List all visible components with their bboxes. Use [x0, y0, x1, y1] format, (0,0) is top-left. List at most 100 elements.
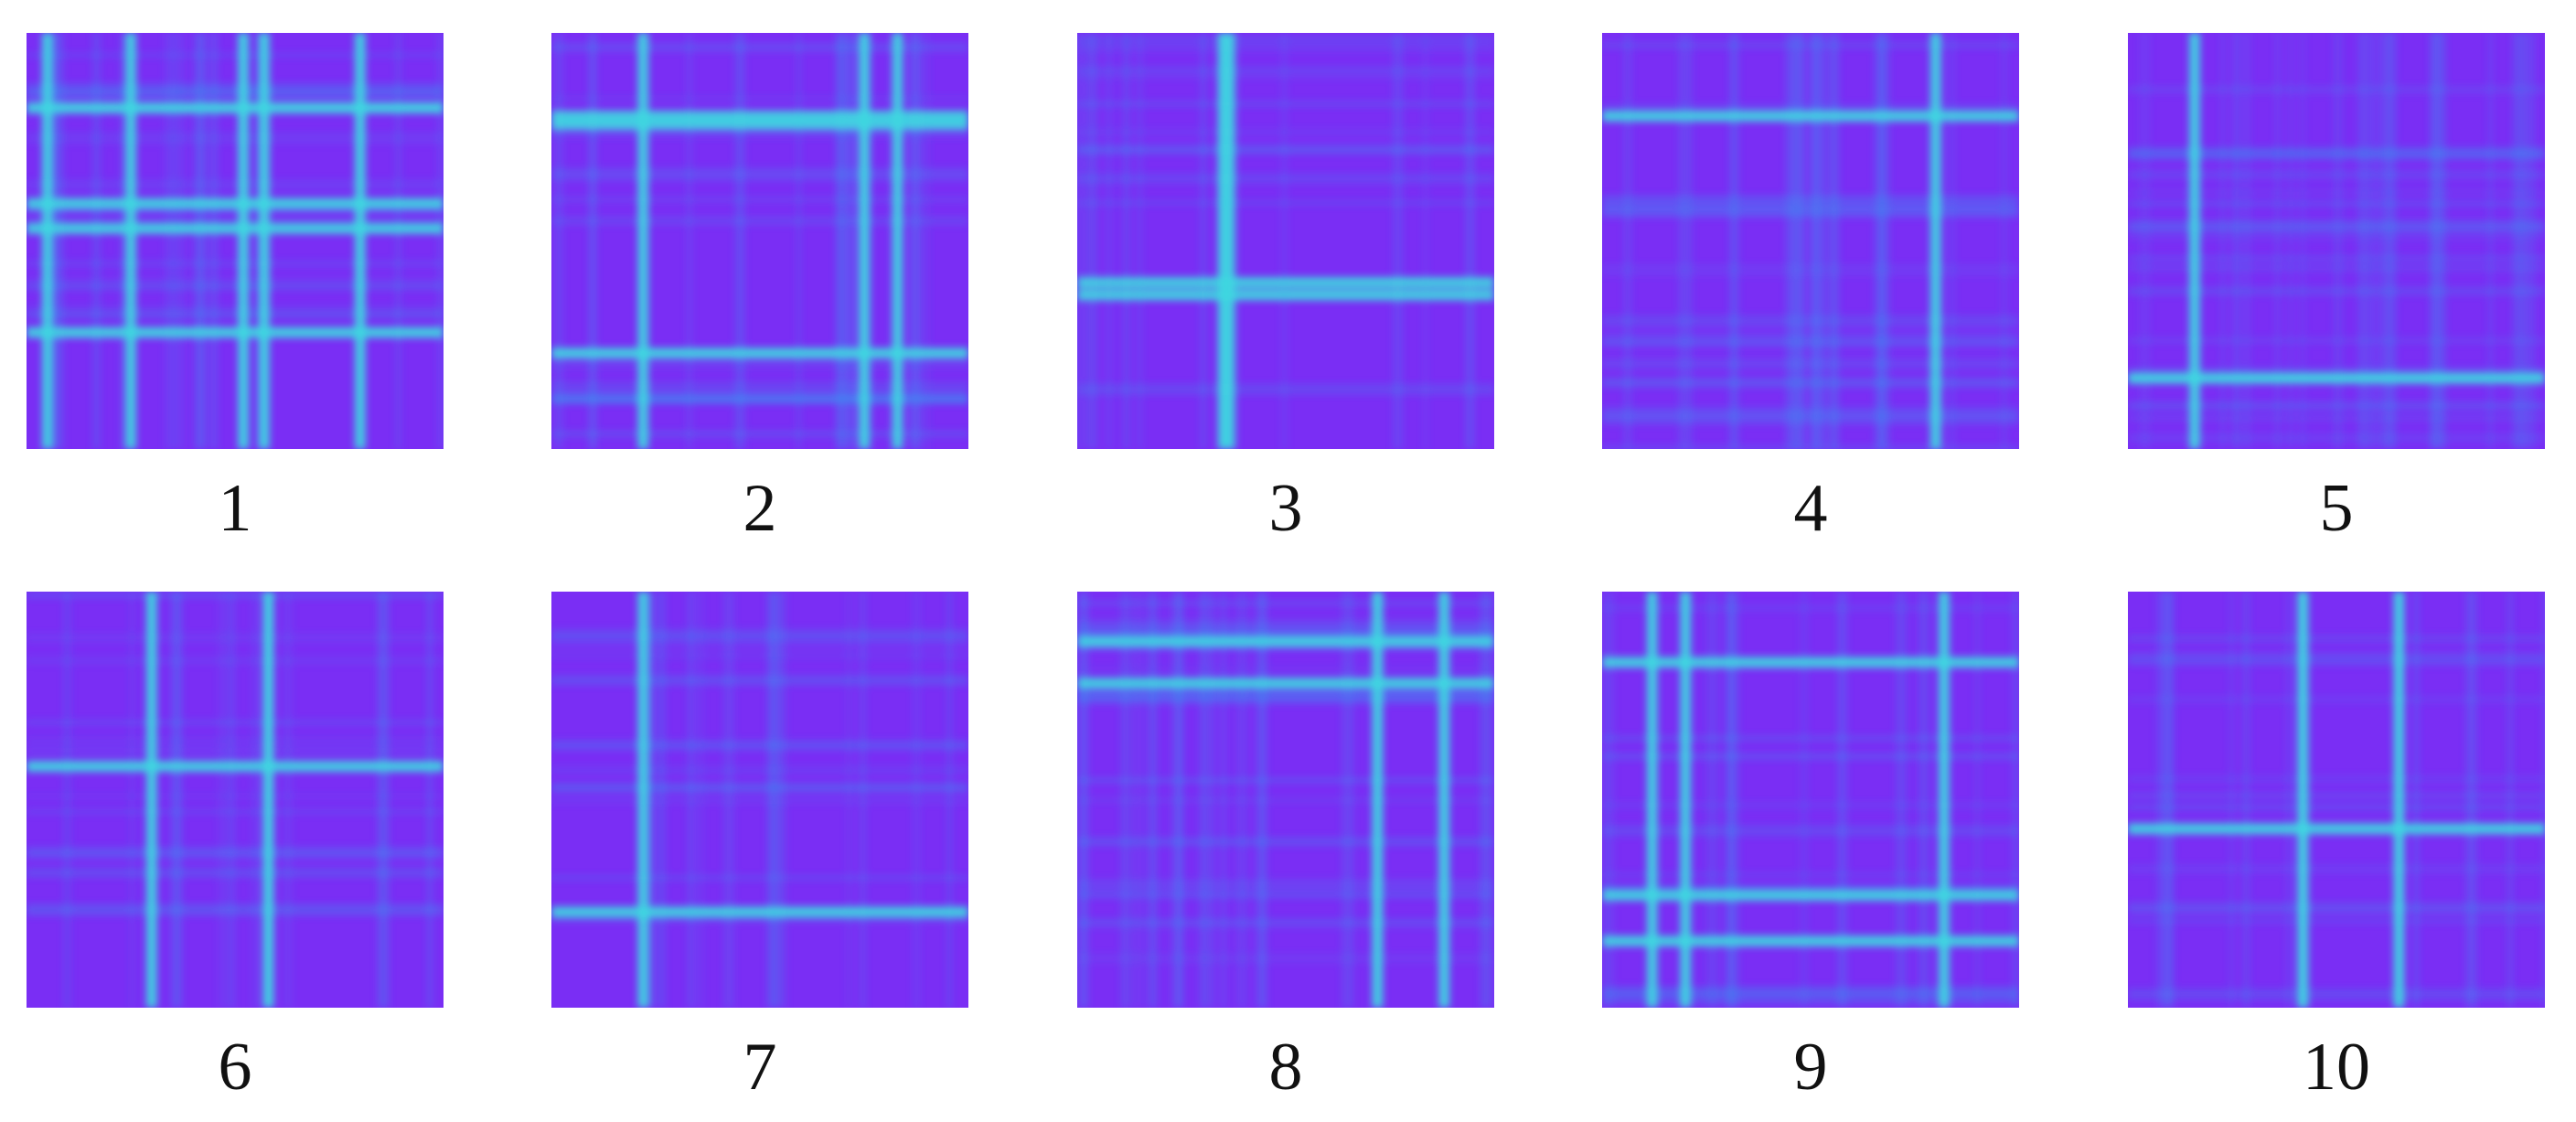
- panel-label: 5: [2320, 471, 2354, 546]
- faint-stripe: [733, 33, 743, 449]
- faint-stripe: [251, 592, 261, 1008]
- faint-stripe: [837, 33, 844, 449]
- faint-stripe: [1132, 592, 1144, 1008]
- faint-stripe: [1602, 994, 2019, 1006]
- faint-stripe: [1077, 200, 1494, 206]
- faint-stripe: [1948, 33, 1956, 449]
- faint-stripe: [1138, 33, 1142, 449]
- faint-stripe: [1423, 33, 1428, 449]
- faint-stripe: [1602, 825, 2019, 837]
- faint-stripe: [27, 89, 444, 100]
- faint-stripe: [1602, 194, 2019, 199]
- heatmap-panel: 4: [1602, 33, 2019, 546]
- faint-stripe: [551, 394, 968, 405]
- faint-stripe: [1785, 33, 1799, 449]
- panel-label: 6: [219, 1030, 252, 1105]
- faint-stripe: [551, 916, 968, 924]
- faint-stripe: [1602, 102, 2019, 113]
- faint-stripe: [2333, 33, 2343, 449]
- bright-stripe: [145, 592, 157, 1008]
- faint-stripe: [1465, 33, 1475, 449]
- faint-stripe: [1602, 358, 2019, 369]
- faint-stripe: [1822, 33, 1828, 449]
- faint-stripe: [211, 33, 218, 449]
- faint-stripe: [645, 592, 656, 1008]
- faint-stripe: [551, 675, 968, 686]
- bright-stripe: [27, 102, 444, 113]
- faint-stripe: [2128, 919, 2545, 924]
- faint-stripe: [2128, 775, 2545, 784]
- faint-stripe: [2155, 592, 2165, 1008]
- faint-stripe: [1122, 33, 1130, 449]
- faint-stripe: [1280, 33, 1288, 449]
- faint-stripe: [1077, 837, 1494, 847]
- faint-stripe: [551, 634, 968, 641]
- faint-stripe: [1077, 918, 1494, 923]
- faint-stripe: [2541, 592, 2545, 1008]
- bright-stripe: [1938, 592, 1950, 1008]
- faint-stripe: [1602, 604, 2019, 613]
- faint-stripe: [551, 740, 968, 751]
- faint-stripe: [2507, 592, 2514, 1008]
- faint-stripe: [27, 306, 444, 317]
- faint-stripe: [1077, 953, 1494, 964]
- faint-stripe: [2128, 988, 2545, 1000]
- faint-stripe: [1171, 592, 1181, 1008]
- bright-stripe: [2128, 823, 2545, 835]
- faint-stripe: [1077, 694, 1494, 705]
- faint-stripe: [1077, 45, 1494, 52]
- bright-stripe: [2128, 372, 2545, 384]
- faint-stripe: [2414, 592, 2420, 1008]
- faint-stripe: [1800, 592, 1809, 1008]
- faint-stripe: [551, 216, 968, 226]
- bright-stripe: [1077, 277, 1494, 288]
- faint-stripe: [1602, 735, 2019, 742]
- faint-stripe: [2244, 33, 2250, 449]
- faint-stripe: [27, 52, 444, 58]
- faint-stripe: [551, 652, 968, 658]
- heatmap-panel: 6: [27, 592, 444, 1105]
- faint-stripe: [2288, 33, 2293, 449]
- panel-label: 7: [743, 1030, 777, 1105]
- faint-stripe: [2128, 264, 2545, 272]
- faint-stripe: [27, 633, 444, 643]
- faint-stripe: [231, 592, 236, 1008]
- faint-stripe: [551, 362, 968, 369]
- faint-stripe: [860, 592, 866, 1008]
- panel-label: 1: [219, 471, 252, 546]
- faint-stripe: [2128, 189, 2545, 196]
- faint-stripe: [1350, 592, 1354, 1008]
- faint-stripe: [2128, 88, 2545, 95]
- faint-stripe: [1221, 592, 1226, 1008]
- bright-stripe: [258, 33, 270, 449]
- faint-stripe: [2128, 147, 2545, 158]
- faint-stripe: [657, 592, 666, 1008]
- faint-stripe: [1480, 592, 1492, 1008]
- bright-stripe: [27, 222, 444, 234]
- faint-stripe: [1895, 592, 1908, 1008]
- faint-stripe: [2386, 33, 2397, 449]
- faint-stripe: [1837, 592, 1848, 1008]
- faint-stripe: [2012, 592, 2019, 1008]
- faint-stripe: [1812, 33, 1823, 449]
- bright-stripe: [637, 592, 649, 1008]
- panel-label: 2: [743, 471, 777, 546]
- faint-stripe: [2274, 33, 2281, 449]
- faint-stripe: [1602, 987, 2019, 999]
- bright-stripe: [1602, 935, 2019, 947]
- faint-stripe: [2299, 33, 2306, 449]
- heatmap-panel: 7: [551, 592, 968, 1105]
- panel-label: 4: [1794, 471, 1828, 546]
- faint-stripe: [2358, 33, 2364, 449]
- faint-stripe: [846, 33, 857, 449]
- faint-stripe: [27, 794, 444, 798]
- faint-stripe: [27, 283, 444, 290]
- faint-stripe: [554, 33, 564, 449]
- faint-stripe: [2128, 696, 2545, 703]
- bright-stripe: [41, 33, 53, 449]
- bright-stripe: [637, 33, 649, 449]
- faint-stripe: [2128, 652, 2545, 662]
- faint-stripe: [723, 592, 735, 1008]
- faint-stripe: [1623, 33, 1632, 449]
